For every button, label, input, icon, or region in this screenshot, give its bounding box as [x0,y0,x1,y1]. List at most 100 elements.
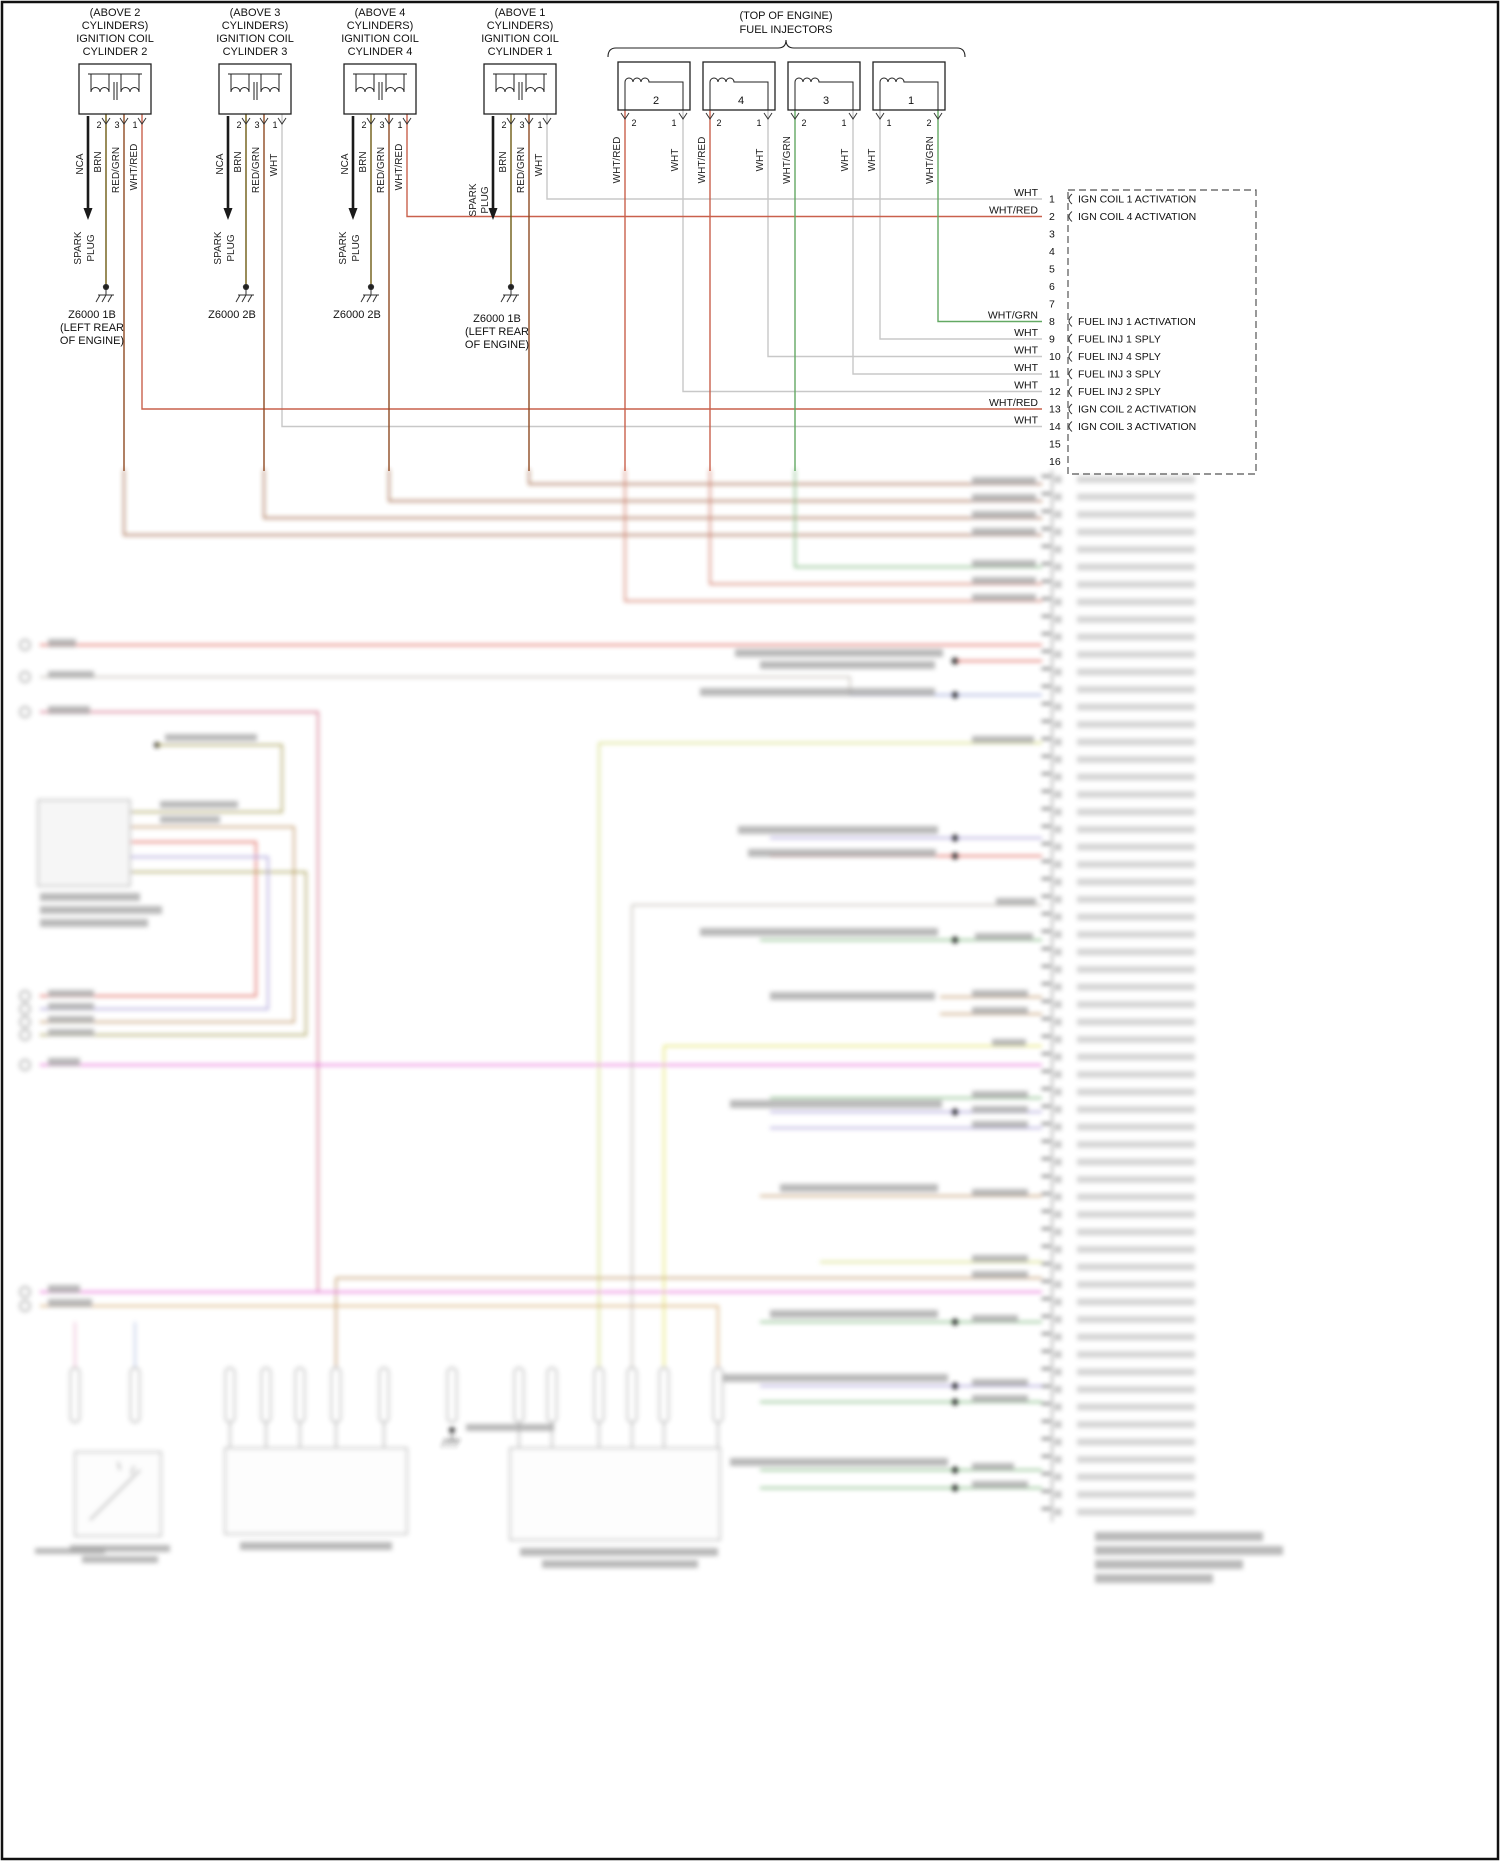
ground-icon [235,283,254,303]
pin9-wire-label: WHT [1014,327,1038,339]
pin14-wire-label: WHT [1014,415,1038,427]
brace-icon [607,39,966,58]
coil2-wire-nca: NCA [75,153,86,174]
coil4-pin1: 1 [397,120,402,130]
pin13-wire-label: WHT/RED [989,397,1038,409]
coil2-ground-label3: OF ENGINE) [60,335,124,347]
spark-arrow-icon [223,208,233,220]
pin11-signal: FUEL INJ 3 SPLY [1078,369,1161,381]
coil1-title-line2: CYLINDERS) [487,20,554,32]
coil2-title-line3: IGNITION COIL [76,33,154,45]
coil4-wire-whtred: WHT/RED [394,144,405,191]
injector4-left-pin: 2 [716,118,721,128]
coil2-wire-whtred: WHT/RED [129,144,140,191]
pin1-signal: IGN COIL 1 ACTIVATION [1078,194,1196,206]
ground-icon [360,283,379,303]
coil4-ground-label1: Z6000 2B [333,309,381,321]
injector3-right-wire: WHT [840,149,851,172]
coil4-pin2: 2 [361,120,366,130]
coil3-wire-wht: WHT [269,154,280,177]
pin10-number: 10 [1049,351,1061,363]
coil2-ground-label1: Z6000 1B [68,309,116,321]
injector4-right-pin: 1 [756,118,761,128]
coil3-box [218,63,292,115]
pin12-signal: FUEL INJ 2 SPLY [1078,386,1161,398]
injector2-left-wire: WHT/RED [612,137,623,184]
coil3-pin1: 1 [272,120,277,130]
coil2-pin1: 1 [132,120,137,130]
pin5-number: 5 [1049,264,1055,276]
injector1-right-pin: 2 [926,118,931,128]
blurred-lower-section [19,469,1283,1583]
coil1-spark-label1: SPARK [468,183,479,216]
spark-arrow-icon [488,208,498,220]
coil1-ground-label2: (LEFT REAR [465,326,529,338]
injector2-left-pin: 2 [631,118,636,128]
pin8-wire-label: WHT/GRN [988,310,1038,322]
pin8-signal: FUEL INJ 1 ACTIVATION [1078,316,1196,328]
injector3-left-pin: 2 [801,118,806,128]
coil2-spark-label1: SPARK [73,231,84,264]
injector-coil-icon [794,77,854,110]
injectors-header-line2: FUEL INJECTORS [740,24,833,36]
coil4-title-line4: CYLINDER 4 [348,46,413,58]
coil3-pin2: 2 [236,120,241,130]
ground-icon [500,283,519,303]
injector2-right-wire: WHT [670,149,681,172]
pin9-number: 9 [1049,334,1055,346]
coil3-title-line3: IGNITION COIL [216,33,294,45]
coil2-wire-redgrn: RED/GRN [111,147,122,193]
coil3-title-line4: CYLINDER 3 [223,46,288,58]
pin4-number: 4 [1049,246,1055,258]
coil1-wire-wht: WHT [534,154,545,177]
injector-coil-icon [879,77,939,110]
coil3-wire-brn: BRN [233,151,244,172]
coil1-spark-label2: PLUG [480,186,491,213]
ecm-connector: WHT 1 IGN COIL 1 ACTIVATION WHT/RED 2 IG… [988,187,1257,475]
ignition-coil-cylinder-1: (ABOVE 1 CYLINDERS) IGNITION COIL CYLIND… [465,7,559,351]
coil3-wire-nca: NCA [215,153,226,174]
pin2-signal: IGN COIL 4 ACTIVATION [1078,211,1196,223]
injector1-number: 1 [908,95,914,107]
injector-coil-icon [709,77,769,110]
coil1-pin2: 2 [501,120,506,130]
pin2-wire-label: WHT/RED [989,205,1038,217]
pin14-signal: IGN COIL 3 ACTIVATION [1078,421,1196,433]
coil1-wire-brn: BRN [498,151,509,172]
injector2-number: 2 [653,95,659,107]
coil4-title-line2: CYLINDERS) [347,20,414,32]
pin12-number: 12 [1049,386,1061,398]
pin1-number: 1 [1049,194,1055,206]
coil1-title-line1: (ABOVE 1 [495,7,546,19]
coil4-wire-brn: BRN [358,151,369,172]
injector3-left-wire: WHT/GRN [782,136,793,184]
coil2-spark-label2: PLUG [86,234,97,261]
coil4-pin3: 3 [379,120,384,130]
coil4-wire-nca: NCA [340,153,351,174]
pin16-number: 16 [1049,456,1061,468]
injector1-left-pin: 1 [886,118,891,128]
coil2-pin3: 3 [114,120,119,130]
injector4-right-wire: WHT [755,149,766,172]
injectors-header-line1: (TOP OF ENGINE) [739,10,832,22]
coil1-box [483,63,557,115]
coil4-spark-label2: PLUG [351,234,362,261]
pin10-wire-label: WHT [1014,345,1038,357]
coil2-title-line2: CYLINDERS) [82,20,149,32]
spark-arrow-icon [348,208,358,220]
coil1-pin1: 1 [537,120,542,130]
coil3-spark-label1: SPARK [213,231,224,264]
coil4-title-line1: (ABOVE 4 [355,7,406,19]
pin11-wire-label: WHT [1014,362,1038,374]
pin1-wire-label: WHT [1014,187,1038,199]
pin14-number: 14 [1049,421,1061,433]
coil3-spark-label2: PLUG [226,234,237,261]
coil1-ground-label3: OF ENGINE) [465,339,529,351]
pin12-wire-label: WHT [1014,380,1038,392]
injector3-right-pin: 1 [841,118,846,128]
pin13-signal: IGN COIL 2 ACTIVATION [1078,404,1196,416]
ignition-coil-cylinder-3: (ABOVE 3 CYLINDERS) IGNITION COIL CYLIND… [208,7,294,321]
pin2-number: 2 [1049,211,1055,223]
transformer-icon [88,73,142,100]
